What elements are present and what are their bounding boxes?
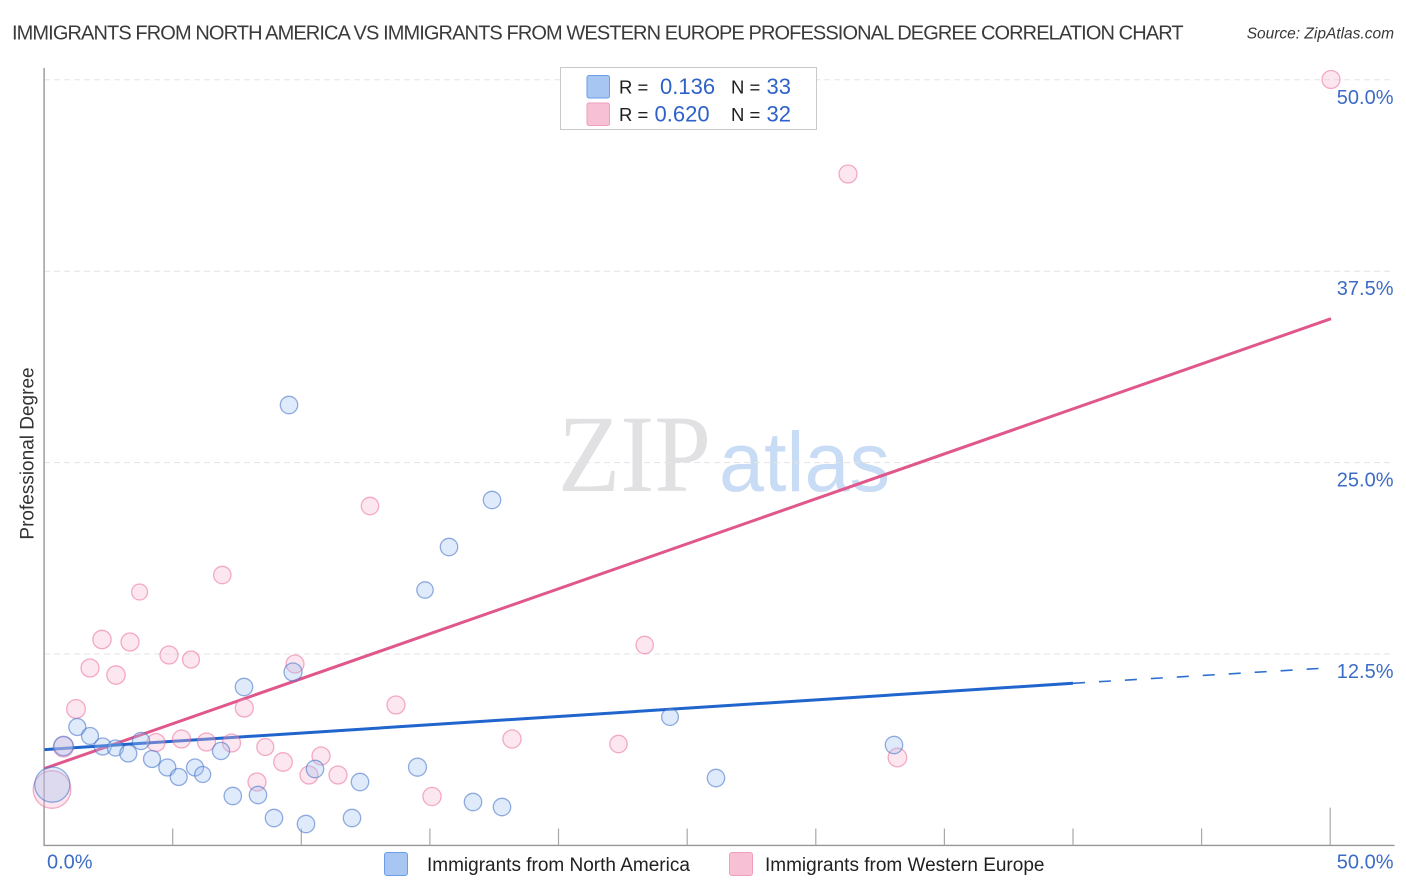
svg-text:33: 33 xyxy=(767,74,791,99)
svg-text:Immigrants from Western Europe: Immigrants from Western Europe xyxy=(765,855,1044,876)
svg-text:N =: N = xyxy=(731,104,760,125)
svg-text:25.0%: 25.0% xyxy=(1337,470,1394,492)
svg-text:0.136: 0.136 xyxy=(660,74,715,99)
svg-text:12.5%: 12.5% xyxy=(1337,661,1394,683)
svg-text:atlas: atlas xyxy=(719,415,890,509)
svg-text:0.0%: 0.0% xyxy=(47,852,93,874)
svg-text:R =: R = xyxy=(619,104,648,125)
svg-text:IMMIGRANTS FROM NORTH AMERICA: IMMIGRANTS FROM NORTH AMERICA VS IMMIGRA… xyxy=(12,23,1183,45)
svg-text:Immigrants from North America: Immigrants from North America xyxy=(427,855,690,876)
svg-text:32: 32 xyxy=(767,102,791,127)
svg-text:ZIP: ZIP xyxy=(558,393,711,515)
svg-text:50.0%: 50.0% xyxy=(1337,87,1394,109)
svg-text:0.620: 0.620 xyxy=(655,102,710,127)
svg-text:50.0%: 50.0% xyxy=(1337,852,1394,874)
svg-text:R =: R = xyxy=(619,77,648,98)
svg-text:Professional Degree: Professional Degree xyxy=(18,367,39,539)
svg-text:Source: ZipAtlas.com: Source: ZipAtlas.com xyxy=(1247,26,1394,43)
svg-text:37.5%: 37.5% xyxy=(1337,278,1394,300)
svg-text:N =: N = xyxy=(731,77,760,98)
